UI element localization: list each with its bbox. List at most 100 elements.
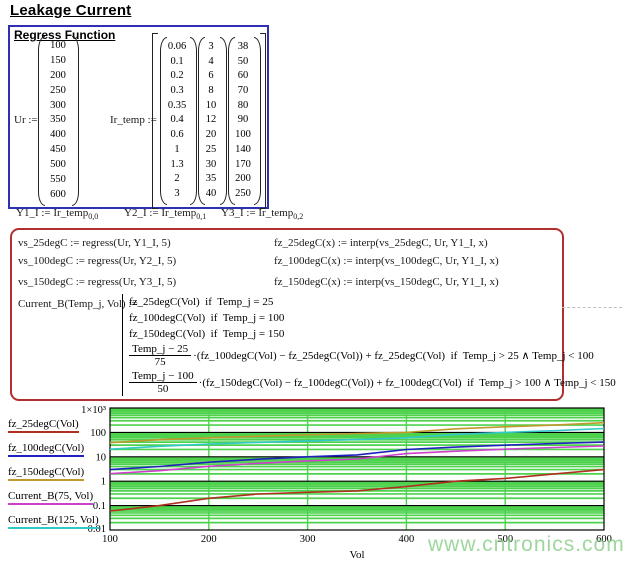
formula-region[interactable]: vs_25degC := regress(Ur, Y1_I, 5) vs_100… (10, 228, 616, 401)
right-paren (220, 37, 227, 205)
vector-value: 6 (208, 70, 214, 82)
y-tick-label: 1×10³ (81, 405, 106, 416)
vector-value: 0.6 (170, 129, 184, 141)
regress-function-region[interactable]: Regress Function Ur := 100 150 200 250 300 35… (8, 25, 269, 209)
trace-Current_B(75, Vol) (109, 445, 605, 475)
vector-value: 300 (50, 99, 66, 111)
fraction-numerator: Temp_j − 25 (129, 343, 192, 356)
vector-value: 3 (174, 187, 180, 199)
vector-value: 0.06 (167, 41, 187, 52)
left-bracket (152, 33, 158, 209)
program-branch-2: fz_100degC(Vol) if Temp_j = 100 (129, 312, 285, 324)
page-title: Leakage Current (10, 2, 132, 19)
vector-value: 12 (205, 114, 217, 126)
ur-label: Ur := (14, 114, 38, 126)
vector-value: 200 (50, 69, 66, 81)
legend-item: fz_100degC(Vol) (8, 438, 99, 457)
x-tick-label: 500 (497, 534, 513, 545)
x-tick-label: 400 (399, 534, 415, 545)
x-tick-label: 300 (300, 534, 316, 545)
vs-150-line: vs_150degC := regress(Ur, Y3_I, 5) (18, 276, 177, 288)
assignment-y1[interactable]: Y1_I := Ir_temp0,0 (16, 207, 98, 221)
vector-value: 100 (50, 40, 66, 51)
ir-temp-col2-values: 3 4 6 8 10 12 20 25 30 35 40 (202, 41, 220, 199)
vector-value: 100 (235, 129, 251, 141)
vector-value: 3 (208, 41, 214, 52)
trace-fz_25degC(Vol) (109, 468, 605, 512)
assignment-y2[interactable]: Y2_I := Ir_temp0,1 (124, 207, 206, 221)
vector-value: 8 (208, 85, 214, 97)
assignment-y3[interactable]: Y3_I := Ir_temp0,2 (221, 207, 303, 221)
current-b-program: fz_25degC(Vol) if Temp_j = 25 fz_100degC… (122, 294, 616, 396)
vector-value: 0.3 (170, 85, 184, 97)
legend-trace-fz100: fz_100degC(Vol) (8, 442, 85, 457)
trace-fz_150degC(Vol) (109, 421, 605, 444)
x-tick-label: 100 (102, 534, 118, 545)
vector-value: 70 (237, 85, 249, 97)
y-tick-label: 10 (96, 452, 107, 463)
vector-value: 60 (237, 70, 249, 82)
vector-value: 0.1 (170, 55, 184, 67)
vector-value: 20 (205, 129, 217, 141)
vector-value: 350 (50, 114, 66, 126)
vector-value: 150 (50, 54, 66, 66)
fraction-numerator: Temp_j − 100 (129, 370, 197, 383)
legend-trace-cb125: Current_B(125, Vol) (8, 514, 99, 529)
ir-temp-col1-values: 0.06 0.1 0.2 0.3 0.35 0.4 0.6 1 1.3 2 3 (164, 41, 190, 199)
ir-temp-col3-values: 38 50 60 70 80 90 100 140 170 200 250 (232, 41, 254, 199)
fraction: Temp_j − 100 50 (129, 370, 197, 395)
vector-value: 4 (208, 55, 214, 67)
y-tick-label: 1 (101, 477, 106, 488)
watermark: www.cntronics.com (428, 533, 624, 556)
vector-value: 25 (205, 143, 217, 155)
vector-value: 90 (237, 114, 249, 126)
vector-value: 250 (235, 187, 251, 199)
vector-value: 250 (50, 84, 66, 96)
vector-value: 140 (235, 143, 251, 155)
y-tick-label: 0.01 (88, 524, 106, 535)
program-branch-4: Temp_j − 25 75 ·(fz_100degC(Vol) − fz_25d… (129, 342, 616, 369)
fraction-denominator: 50 (157, 383, 169, 395)
assignment-y2-sub: 0,1 (196, 212, 207, 222)
ir-temp-label: Ir_temp := (110, 114, 157, 126)
branch-5-expression: ·(fz_150degC(Vol) − fz_100degC(Vol)) + f… (198, 376, 616, 389)
vector-value: 80 (237, 99, 249, 111)
x-tick-label: 200 (201, 534, 217, 545)
x-tick-label: 600 (596, 534, 612, 545)
vector-value: 0.35 (167, 99, 187, 111)
vector-value: 400 (50, 129, 66, 141)
fraction-denominator: 75 (154, 356, 166, 368)
fz-25-line: fz_25degC(x) := interp(vs_25degC, Ur, Y1… (274, 237, 488, 249)
program-branch-1: fz_25degC(Vol) if Temp_j = 25 (129, 296, 274, 308)
current-b-lhs: Current_B(Temp_j, Vol) := (18, 298, 138, 310)
legend-item: Current_B(125, Vol) (8, 510, 99, 529)
assignment-y3-text: Y3_I := Ir_temp (221, 207, 294, 219)
vector-value: 2 (174, 173, 180, 185)
vector-value: 170 (235, 158, 251, 170)
legend-item: fz_25degC(Vol) (8, 414, 99, 433)
legend-trace-cb75: Current_B(75, Vol) (8, 490, 94, 505)
right-paren (72, 36, 79, 206)
vs-100-line: vs_100degC := regress(Ur, Y2_I, 5) (18, 255, 177, 267)
branch-4-expression: ·(fz_100degC(Vol) − fz_25degC(Vol)) + fz… (193, 349, 594, 362)
vector-value: 550 (50, 174, 66, 186)
vector-value: 200 (235, 173, 251, 185)
fz-100-line: fz_100degC(x) := interp(vs_100degC, Ur, … (274, 255, 499, 267)
vector-value: 600 (50, 188, 66, 200)
vector-value: 1.3 (170, 158, 184, 170)
vector-value: 40 (205, 187, 217, 199)
fraction: Temp_j − 25 75 (129, 343, 192, 368)
vector-value: 450 (50, 144, 66, 156)
fz-150-line: fz_150degC(x) := interp(vs_150degC, Ur, … (274, 276, 499, 288)
regress-heading: Regress Function (14, 28, 116, 42)
vector-value: 0.2 (170, 70, 184, 82)
vector-value: 50 (237, 55, 249, 67)
right-bracket (260, 33, 266, 209)
vector-value: 10 (205, 99, 217, 111)
trace-Current_B(125, Vol) (109, 427, 605, 450)
traces (109, 421, 605, 512)
assignment-y2-text: Y2_I := Ir_temp (124, 207, 197, 219)
